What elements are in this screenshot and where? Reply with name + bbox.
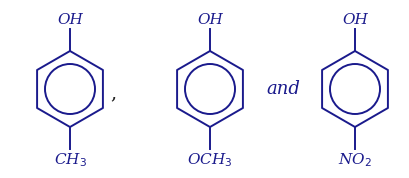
Text: OCH$_3$: OCH$_3$ (187, 151, 233, 169)
Text: OH: OH (342, 13, 368, 27)
Text: OH: OH (197, 13, 223, 27)
Text: ,: , (110, 84, 116, 102)
Text: NO$_2$: NO$_2$ (338, 151, 372, 169)
Text: and: and (266, 80, 300, 98)
Text: CH$_3$: CH$_3$ (54, 151, 86, 169)
Text: OH: OH (57, 13, 83, 27)
